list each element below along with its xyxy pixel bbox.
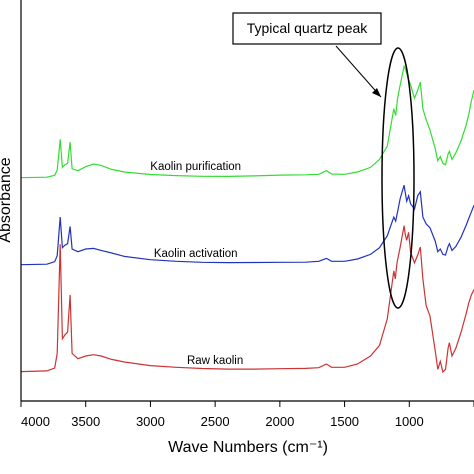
callout-box xyxy=(232,12,382,45)
series-line-kaolin-activation xyxy=(21,185,474,266)
series-label-kaolin-activation: Kaolin activation xyxy=(154,248,238,260)
series-labels: Kaolin purification Kaolin activation Raw … xyxy=(150,161,243,367)
x-tick-label: 2500 xyxy=(201,414,230,429)
x-tick-label: 3500 xyxy=(71,414,100,429)
x-axis-label: Wave Numbers (cm⁻¹) xyxy=(168,439,328,456)
callout-arrowhead xyxy=(372,88,381,97)
x-tick-label: 3000 xyxy=(136,414,165,429)
series-label-kaolin-purification: Kaolin purification xyxy=(150,161,241,173)
x-tick-label: 4000 xyxy=(21,414,50,429)
x-tick-label: 1500 xyxy=(330,414,359,429)
series-line-raw-kaolin xyxy=(21,225,474,374)
x-ticks: 4000350030002500200015001000500 xyxy=(20,401,474,429)
callout-arrow xyxy=(335,45,382,98)
series-label-raw-kaolin: Raw kaolin xyxy=(187,355,243,367)
callout-text: Typical quartz peak xyxy=(247,20,369,36)
y-axis-label: Absorbance xyxy=(0,157,14,242)
x-tick-label: 1000 xyxy=(395,414,424,429)
series-line-kaolin-purification xyxy=(21,64,474,179)
quartz-peak-ellipse xyxy=(381,47,415,309)
x-tick-label: 2000 xyxy=(265,414,294,429)
series-layer xyxy=(21,64,474,374)
